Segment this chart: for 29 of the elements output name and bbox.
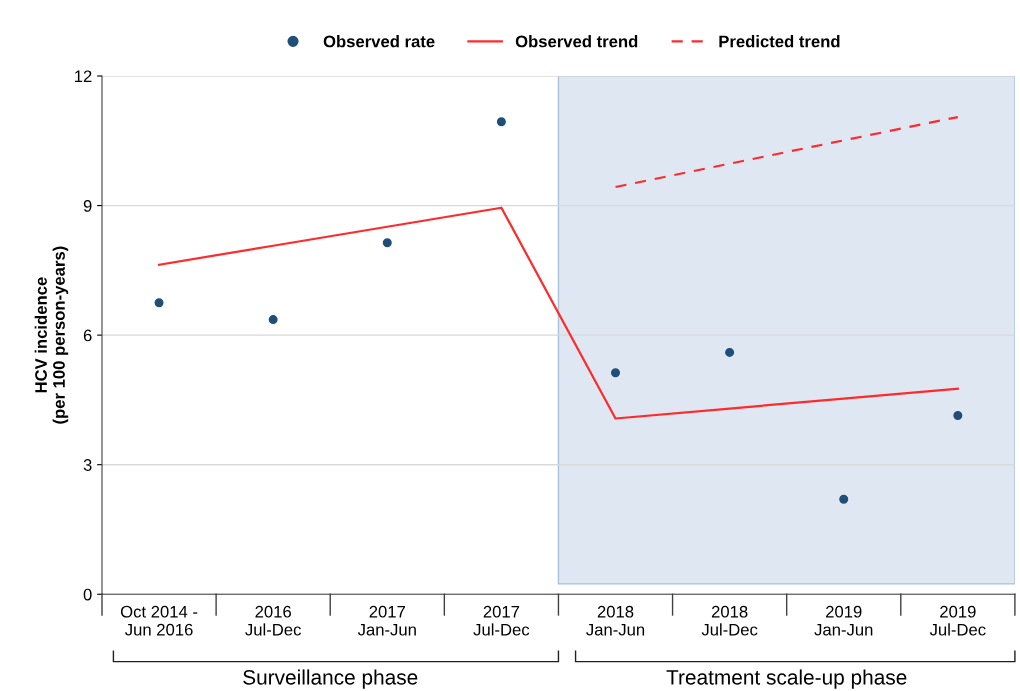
legend-label: Observed rate — [323, 35, 435, 48]
y-tick-label: 3 — [83, 459, 92, 471]
point — [154, 298, 164, 308]
point — [839, 494, 849, 504]
point — [268, 315, 278, 325]
y-tick-label: 9 — [83, 199, 92, 212]
point — [725, 347, 735, 357]
legend-label: Predicted trend — [719, 35, 840, 48]
y-axis-title: HCV incidence (per 100 person-years) — [34, 246, 69, 424]
x-tick-label: 2019 Jul-Dec — [929, 605, 986, 636]
line-series — [157, 206, 959, 420]
point — [953, 410, 963, 420]
text: Treatment scale-up phase — [666, 669, 907, 689]
point — [611, 368, 621, 378]
text: Surveillance phase — [243, 669, 418, 689]
y-tick-label: 0 — [83, 588, 92, 601]
legend-label: Observed trend — [515, 35, 638, 48]
x-tick-label: 2018 Jul-Dec — [701, 605, 758, 636]
y-tick-label: 12 — [75, 70, 92, 83]
x-tick-label: 2019 Jan-Jun — [814, 605, 873, 636]
point — [382, 238, 392, 248]
point — [496, 117, 506, 127]
line-series — [614, 115, 959, 189]
x-tick-label: 2017 Jul-Dec — [473, 605, 530, 636]
x-tick-label: 2016 Jul-Dec — [245, 605, 301, 636]
x-tick-label: 2017 Jan-Jun — [357, 605, 416, 636]
x-tick-label: 2018 Jan-Jun — [586, 605, 645, 636]
x-tick-label: Oct 2014 - Jun 2016 — [120, 605, 198, 636]
y-tick-label: 6 — [83, 329, 92, 342]
